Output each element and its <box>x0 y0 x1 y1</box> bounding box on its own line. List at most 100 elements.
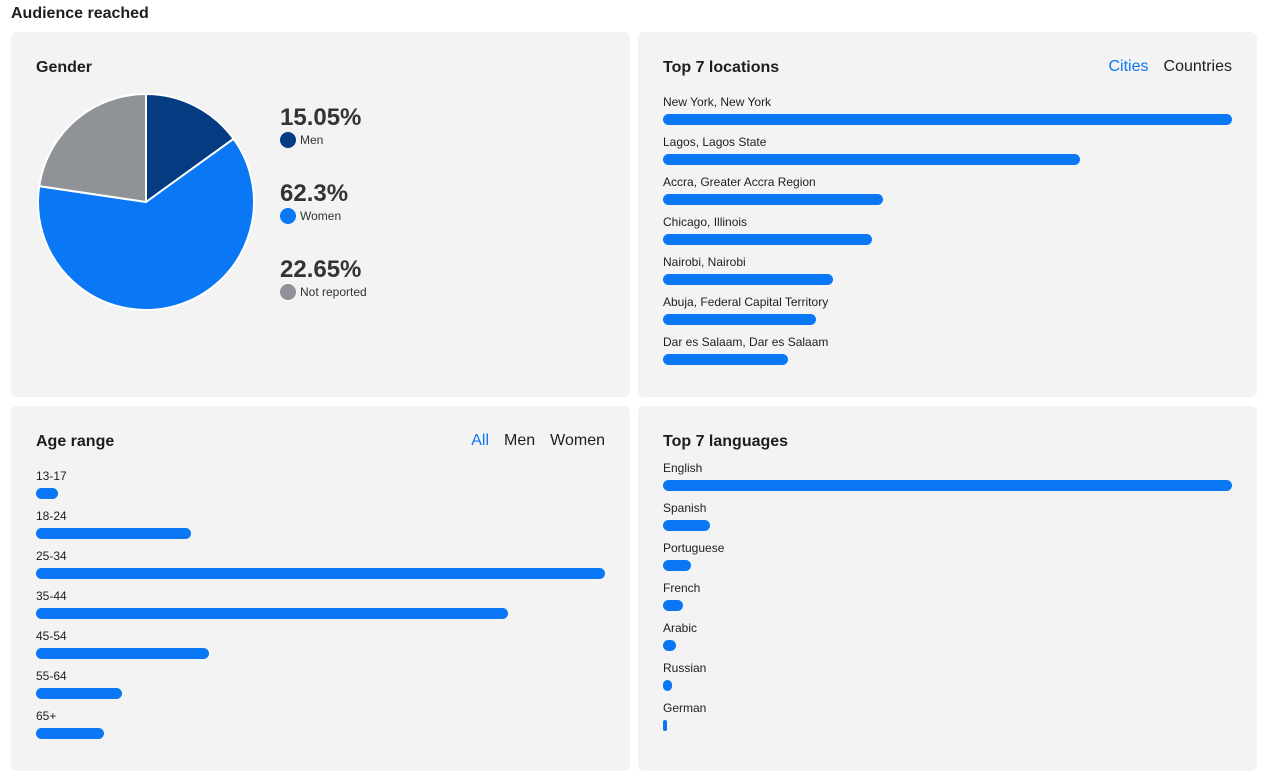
age-bar-track <box>36 488 605 499</box>
language-bar <box>663 720 667 731</box>
gender-title: Gender <box>36 59 93 76</box>
language-bar-track <box>663 480 1232 491</box>
age-bar <box>36 608 508 619</box>
tab-men[interactable]: Men <box>504 432 536 449</box>
language-row: French <box>663 581 1232 621</box>
location-row: New York, New York <box>663 95 1232 135</box>
language-label: French <box>663 581 701 595</box>
location-row: Lagos, Lagos State <box>663 135 1232 175</box>
languages-card: Top 7 languages English Spanish Portuguese… <box>638 406 1257 771</box>
location-row: Abuja, Federal Capital Territory <box>663 295 1232 335</box>
location-bar <box>663 274 834 285</box>
locations-tabs: Cities Countries <box>1109 58 1233 76</box>
locations-title: Top 7 locations <box>663 59 780 76</box>
age-row: 18-24 <box>36 509 605 549</box>
location-label: Nairobi, Nairobi <box>663 255 746 269</box>
pie-slice-not-reported <box>38 92 147 204</box>
age-bar <box>36 568 605 579</box>
language-bar <box>663 480 1232 491</box>
language-bar-track <box>663 640 1232 651</box>
legend-women-pct: 62.3% <box>280 180 349 207</box>
location-bar <box>663 234 872 245</box>
location-bar <box>663 114 1232 125</box>
age-bar-track <box>36 568 605 579</box>
language-bar <box>663 680 673 691</box>
tab-women[interactable]: Women <box>550 432 605 449</box>
age-label: 45-54 <box>36 629 67 643</box>
language-row: Spanish <box>663 501 1232 541</box>
language-row: German <box>663 701 1232 741</box>
tab-countries[interactable]: Countries <box>1163 58 1232 75</box>
location-bar-track <box>663 354 1232 365</box>
legend-not-reported: 22.65% Not reported <box>280 256 367 300</box>
legend-not-reported-pct: 22.65% <box>280 256 362 283</box>
age-title: Age range <box>36 433 115 450</box>
location-row: Nairobi, Nairobi <box>663 255 1232 295</box>
tab-cities[interactable]: Cities <box>1108 58 1149 75</box>
location-bar-track <box>663 114 1232 125</box>
age-label: 13-17 <box>36 469 67 483</box>
language-bar <box>663 520 711 531</box>
location-label: Lagos, Lagos State <box>663 135 767 149</box>
language-label: Arabic <box>663 621 698 635</box>
age-label: 18-24 <box>36 509 67 523</box>
language-bar-track <box>663 600 1232 611</box>
page-title: Audience reached <box>11 5 149 22</box>
language-row: Portuguese <box>663 541 1232 581</box>
legend-not-reported-dot <box>280 284 296 300</box>
pie-slice-women <box>37 137 255 311</box>
legend-women-label: Women <box>300 209 342 223</box>
language-bar-track <box>663 520 1232 531</box>
language-label: Spanish <box>663 501 707 515</box>
legend-women-dot <box>280 208 296 224</box>
location-bar-track <box>663 314 1232 325</box>
age-bar <box>36 528 191 539</box>
location-bar-track <box>663 154 1232 165</box>
age-bar <box>36 488 59 499</box>
location-bar-track <box>663 194 1232 205</box>
age-bar-track <box>36 608 605 619</box>
languages-bar-list: English Spanish Portuguese French Arabic Russ… <box>663 461 1232 741</box>
language-label: German <box>663 701 707 715</box>
age-bar-track <box>36 688 605 699</box>
age-row: 13-17 <box>36 469 605 509</box>
location-bar <box>663 314 817 325</box>
location-bar <box>663 154 1081 165</box>
age-bar <box>36 648 209 659</box>
age-bar <box>36 688 122 699</box>
location-bar <box>663 194 884 205</box>
location-label: Dar es Salaam, Dar es Salaam <box>663 335 829 349</box>
locations-card: Top 7 locations Cities Countries New Yor… <box>638 32 1257 397</box>
language-label: Portuguese <box>663 541 725 555</box>
legend-men: 15.05% Men <box>280 104 361 148</box>
language-label: Russian <box>663 661 707 675</box>
age-label: 25-34 <box>36 549 67 563</box>
legend-men-pct: 15.05% <box>280 104 362 131</box>
language-bar <box>663 640 677 651</box>
location-label: Abuja, Federal Capital Territory <box>663 295 829 309</box>
age-label: 35-44 <box>36 589 67 603</box>
age-label: 65+ <box>36 709 57 723</box>
gender-pie-chart <box>37 92 255 311</box>
language-bar-track <box>663 680 1232 691</box>
pie-slice-men <box>145 92 235 204</box>
location-label: Chicago, Illinois <box>663 215 748 229</box>
legend-women: 62.3% Women <box>280 180 348 224</box>
age-label: 55-64 <box>36 669 67 683</box>
tab-all[interactable]: All <box>471 432 490 449</box>
location-label: New York, New York <box>663 95 772 109</box>
legend-men-label: Men <box>300 133 324 147</box>
location-bar-track <box>663 234 1232 245</box>
age-card: Age range All Men Women 13-17 18-24 25-34 3… <box>11 406 630 771</box>
age-row: 45-54 <box>36 629 605 669</box>
age-bar <box>36 728 105 739</box>
age-row: 35-44 <box>36 589 605 629</box>
location-row: Accra, Greater Accra Region <box>663 175 1232 215</box>
language-row: Arabic <box>663 621 1232 661</box>
age-row: 65+ <box>36 709 605 749</box>
language-label: English <box>663 461 703 475</box>
age-row: 55-64 <box>36 669 605 709</box>
locations-bar-list: New York, New York Lagos, Lagos State Accr… <box>663 95 1232 375</box>
age-bar-list: 13-17 18-24 25-34 35-44 45-54 55-64 65+ <box>36 469 605 749</box>
age-bar-track <box>36 728 605 739</box>
